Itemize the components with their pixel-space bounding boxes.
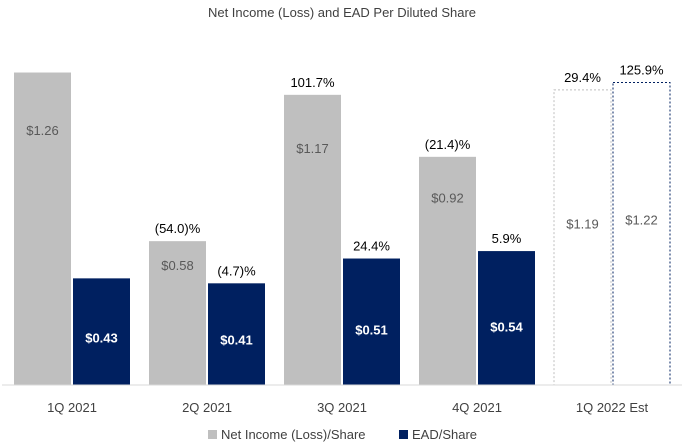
legend-swatch-net-income [208, 430, 217, 439]
data-label: $1.17 [296, 141, 329, 156]
bar [208, 283, 265, 385]
pct-change-label: (4.7)% [217, 263, 256, 278]
bar [612, 81, 671, 386]
legend-label-net-income: Net Income (Loss)/Share [221, 427, 366, 442]
bar [419, 156, 476, 385]
bar [478, 251, 535, 385]
x-tick-label: 1Q 2022 Est [576, 400, 649, 415]
pct-change-label: 125.9% [619, 62, 664, 77]
x-tick-label: 4Q 2021 [452, 400, 502, 415]
pct-change-label: 24.4% [353, 239, 390, 254]
data-label: $1.26 [26, 123, 59, 138]
x-tick-label: 1Q 2021 [47, 400, 97, 415]
data-label: $0.58 [161, 258, 194, 273]
x-tick-label: 3Q 2021 [317, 400, 367, 415]
legend: Net Income (Loss)/Share EAD/Share [208, 427, 477, 442]
bar [553, 89, 612, 386]
bar [149, 241, 206, 385]
data-label: $0.51 [355, 322, 388, 337]
data-label: $0.43 [85, 330, 118, 345]
bar [14, 72, 71, 386]
plot-area: $1.26 $0.43 $0.58 (54.0)% $0.41 (4.7)% $1.17 10… [14, 62, 671, 386]
pct-change-label: 5.9% [492, 231, 522, 246]
data-label: $0.54 [490, 319, 523, 334]
bar [73, 278, 130, 385]
data-label: $0.41 [220, 332, 253, 347]
x-tick-label: 2Q 2021 [182, 400, 232, 415]
legend-swatch-ead [399, 430, 408, 439]
data-label: $1.22 [625, 213, 658, 228]
bar [343, 258, 400, 385]
x-axis-ticks: 1Q 2021 2Q 2021 3Q 2021 4Q 2021 1Q 2022 Est [47, 400, 648, 415]
pct-change-label: (21.4)% [425, 137, 471, 152]
legend-label-ead: EAD/Share [412, 427, 477, 442]
pct-change-label: 29.4% [564, 70, 601, 85]
chart-title: Net Income (Loss) and EAD Per Diluted Sh… [208, 5, 476, 20]
pct-change-label: 101.7% [290, 75, 335, 90]
data-label: $1.19 [566, 217, 599, 232]
pct-change-label: (54.0)% [155, 221, 201, 236]
data-label: $0.92 [431, 190, 464, 205]
bar [284, 94, 341, 385]
